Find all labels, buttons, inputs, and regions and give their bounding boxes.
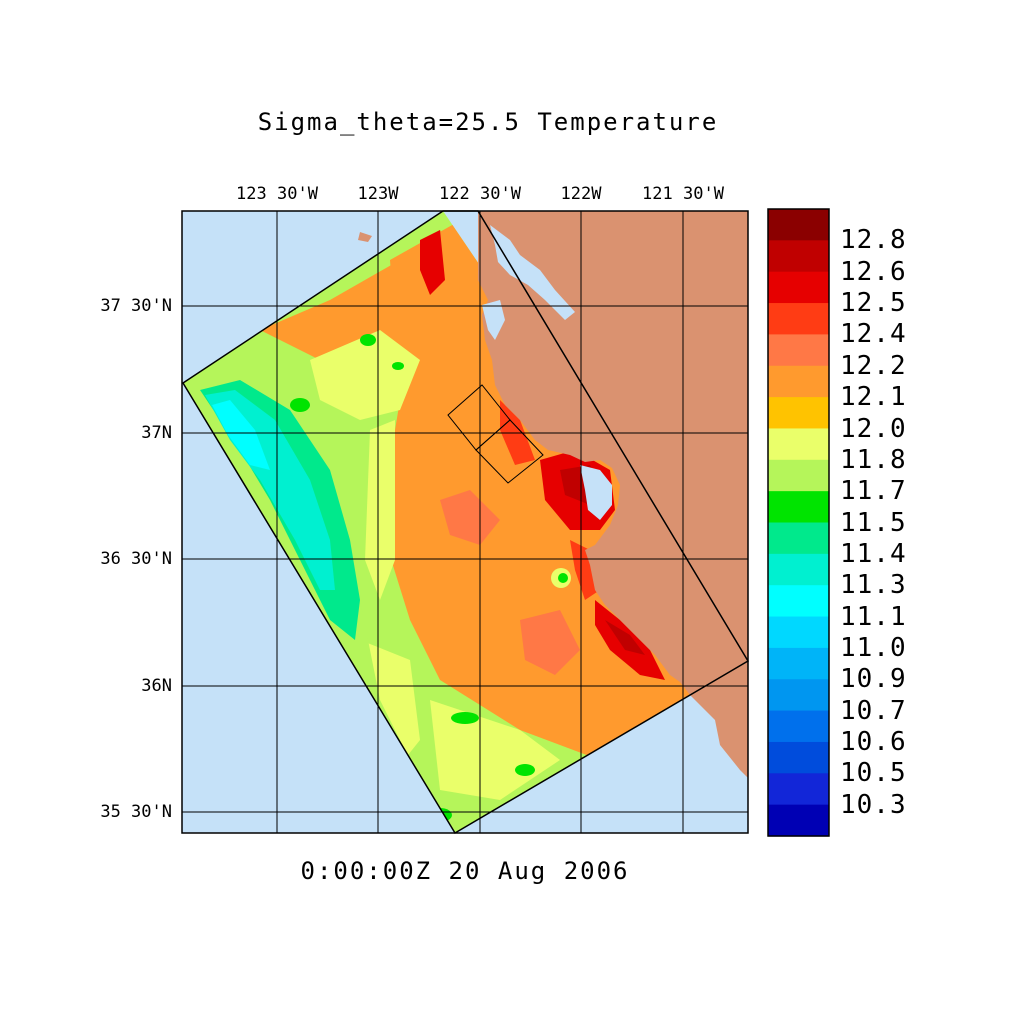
colorbar-swatch xyxy=(768,365,829,398)
colorbar-frame xyxy=(767,208,830,837)
colorbar-label: 12.2 xyxy=(840,350,907,381)
lat-tick-label: 36 30'N xyxy=(100,549,172,569)
colorbar-label: 11.4 xyxy=(840,538,907,569)
colorbar-swatch xyxy=(768,397,829,430)
colorbar-swatch xyxy=(768,585,829,618)
colorbar-swatch xyxy=(768,428,829,461)
colorbar-swatch xyxy=(768,710,829,743)
land-area xyxy=(358,211,748,778)
nested-boxes xyxy=(447,384,544,484)
lat-tick-label: 36N xyxy=(141,676,172,696)
colorbar-label: 11.5 xyxy=(840,507,907,538)
colorbar-label: 10.7 xyxy=(840,695,907,726)
colorbar-label: 12.1 xyxy=(840,382,907,413)
colorbar-label: 12.6 xyxy=(840,256,907,287)
plot-frame xyxy=(181,210,749,834)
colorbar-swatch xyxy=(768,804,829,837)
colorbar-swatch xyxy=(768,616,829,649)
colorbar-label: 11.3 xyxy=(840,570,907,601)
colorbar-swatch xyxy=(768,647,829,680)
colorbar-swatch xyxy=(768,773,829,806)
colorbar-label: 11.1 xyxy=(840,601,907,632)
colorbar-label: 12.8 xyxy=(840,225,907,256)
lon-tick-label: 122 30'W xyxy=(439,184,521,204)
colorbar-swatch xyxy=(768,522,829,555)
colorbar-label: 12.0 xyxy=(840,413,907,444)
colorbar-swatch xyxy=(768,553,829,586)
lat-tick-label: 37N xyxy=(141,423,172,443)
colorbar-swatch xyxy=(768,303,829,335)
chart-title: Sigma_theta=25.5 Temperature xyxy=(257,108,719,136)
model-domain-outline xyxy=(181,210,750,835)
colorbar-label: 11.7 xyxy=(840,476,907,507)
lat-tick-label: 35 30'N xyxy=(100,802,172,822)
colorbar-swatch xyxy=(768,741,829,774)
colorbar-label: 10.9 xyxy=(840,664,907,695)
colorbar-label: 10.6 xyxy=(840,727,907,757)
colorbar-label: 10.3 xyxy=(840,789,907,820)
timestamp-label: 0:00:00Z 20 Aug 2006 xyxy=(300,857,630,885)
colorbar xyxy=(768,209,829,837)
lon-tick-label: 121 30'W xyxy=(642,184,724,204)
colorbar-swatch xyxy=(768,334,829,367)
colorbar-label: 12.5 xyxy=(840,288,907,319)
lon-tick-label: 122W xyxy=(560,184,602,204)
colorbar-swatch xyxy=(768,209,829,241)
colorbar-label: 11.8 xyxy=(840,444,907,475)
lat-tick-label: 37 30'N xyxy=(100,296,172,316)
colorbar-swatch xyxy=(768,459,829,492)
colorbar-label: 11.0 xyxy=(840,632,907,663)
colorbar-swatch xyxy=(768,271,829,304)
colorbar-swatch xyxy=(768,240,829,273)
colorbar-swatch xyxy=(768,679,829,712)
colorbar-swatch xyxy=(768,491,829,524)
lon-tick-label: 123W xyxy=(357,184,399,204)
graticule xyxy=(182,211,748,833)
lon-tick-label: 123 30'W xyxy=(236,184,318,204)
colorbar-label: 10.5 xyxy=(840,758,907,789)
colorbar-label: 12.4 xyxy=(840,319,907,350)
